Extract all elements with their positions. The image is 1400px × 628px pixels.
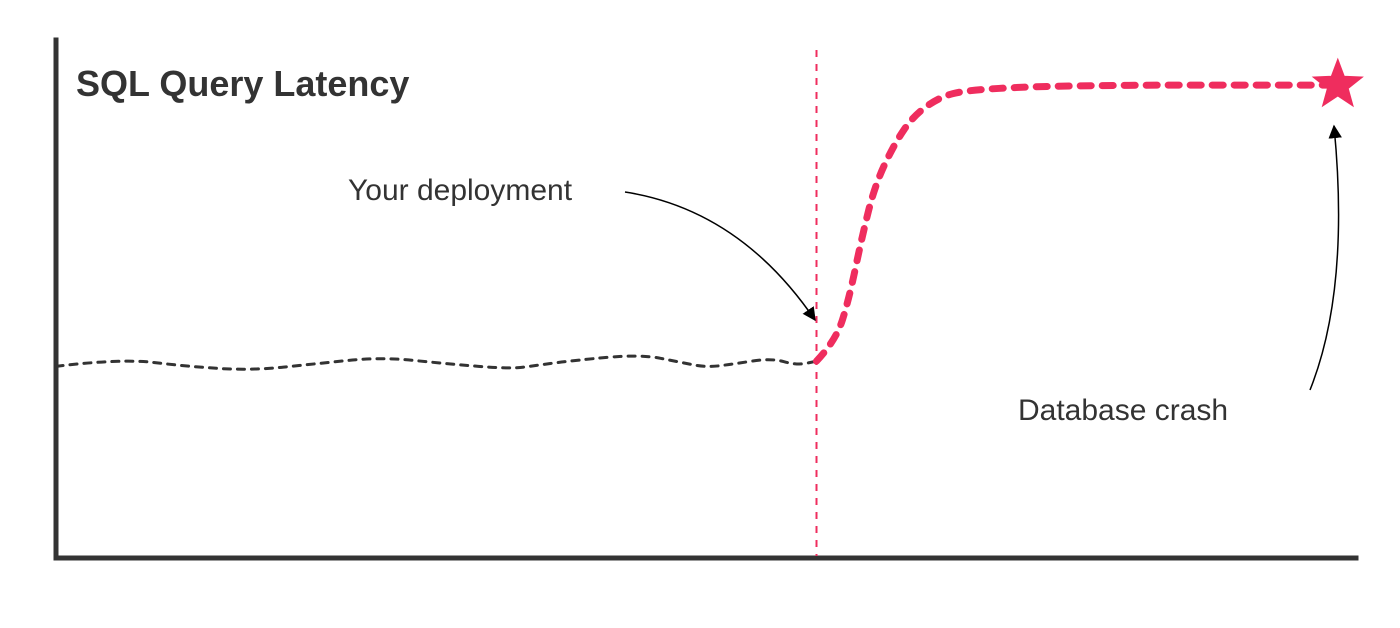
chart-container: SQL Query Latency Your deployment Database… xyxy=(0,0,1400,628)
chart-title: SQL Query Latency xyxy=(76,63,409,104)
latency-chart: SQL Query Latency Your deployment Database… xyxy=(0,0,1400,628)
deployment-label: Your deployment xyxy=(348,174,573,207)
crash-label: Database crash xyxy=(1018,394,1228,427)
